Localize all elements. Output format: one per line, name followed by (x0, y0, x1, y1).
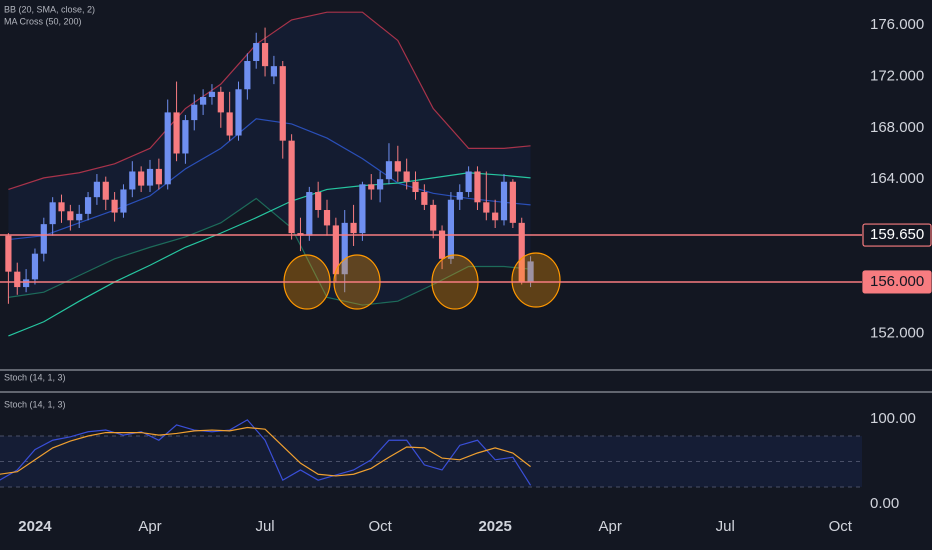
candle-body (191, 104, 198, 121)
candle-body (279, 66, 286, 141)
candle-body (394, 161, 401, 172)
candle-body (315, 192, 322, 211)
candle-body (438, 230, 446, 259)
stoch-band (0, 435, 862, 487)
candle-body (102, 181, 109, 200)
candle-body (111, 199, 118, 213)
candle-body (456, 192, 463, 200)
mark-layer (0, 27, 534, 486)
candle-body (182, 120, 189, 154)
candle-body (492, 212, 499, 221)
price-level-label: 159.650 (870, 226, 924, 243)
indicator-label: Stoch (14, 1, 3) (4, 372, 66, 382)
candle-body (306, 192, 313, 236)
candle-body (58, 202, 65, 212)
x-tick-label: 2024 (18, 518, 52, 535)
candle-body (49, 202, 56, 225)
price-level-tag (862, 223, 932, 247)
band-layer (0, 11, 862, 488)
candle-body (465, 171, 472, 193)
candle-body (527, 261, 534, 282)
candle-body (288, 140, 295, 234)
stoch-line (0, 419, 532, 486)
overlay-line (8, 11, 531, 191)
candle-body (430, 204, 437, 231)
candle-body (235, 89, 242, 136)
y-tick-label: 168.000 (870, 119, 924, 136)
stoch-line (0, 426, 531, 477)
candle-body (253, 43, 260, 62)
indicator-label: MA Cross (50, 200) (4, 16, 82, 26)
y-tick-label: 100.00 (870, 410, 916, 427)
candle-body (270, 66, 278, 77)
y-tick-label: 172.000 (870, 67, 924, 84)
y-tick-label: 176.000 (870, 16, 924, 33)
candle-body (93, 181, 101, 198)
indicator-label: BB (20, SMA, close, 2) (4, 4, 95, 14)
candle-body (261, 43, 269, 67)
candle-body (323, 210, 331, 226)
candle-body (120, 189, 127, 213)
candle-body (67, 211, 74, 221)
price-level-tag (862, 270, 932, 294)
candle-body (403, 171, 410, 182)
candle-body (146, 168, 154, 186)
candle-body (509, 181, 516, 223)
overlay-line (8, 197, 531, 306)
candle-body (217, 91, 224, 113)
candle-body (483, 202, 490, 213)
price-level-label: 156.000 (870, 273, 924, 290)
candle-body (5, 235, 12, 272)
candle-body (377, 179, 384, 190)
candle-body (84, 197, 92, 214)
candle-body (341, 222, 348, 275)
y-tick-label: 164.000 (870, 170, 924, 187)
candle-body (500, 181, 508, 221)
candle-body (200, 96, 207, 105)
candle-body (23, 279, 30, 288)
candle-body (138, 171, 145, 186)
candle-body (14, 271, 21, 288)
candle-body (40, 224, 47, 254)
x-tick-label: 2025 (478, 518, 511, 535)
x-tick-label: Jul (716, 518, 735, 535)
candle-body (76, 213, 83, 221)
band-fill (8, 12, 531, 306)
candle-body (350, 222, 357, 234)
x-tick-label: Oct (368, 518, 392, 535)
candle-body (244, 61, 251, 90)
candle-body (129, 171, 136, 190)
y-tick-label: 0.00 (870, 495, 899, 512)
candle-body (155, 168, 162, 185)
candle-body (368, 184, 375, 190)
candle-body (173, 112, 180, 154)
x-tick-label: Jul (255, 518, 274, 535)
highlight-circle (511, 252, 561, 308)
candle-body (208, 91, 216, 97)
candle-body (164, 112, 171, 185)
indicator-label: Stoch (14, 1, 3) (4, 399, 66, 409)
candle-body (226, 112, 233, 136)
candle-body (412, 181, 419, 193)
overlay-line (8, 172, 531, 337)
candle-body (332, 225, 339, 275)
candle-body (359, 184, 366, 234)
candle-body (518, 222, 525, 282)
candle-body (474, 171, 481, 203)
candle-body (421, 192, 428, 205)
x-tick-label: Apr (599, 518, 622, 535)
candle-body (31, 253, 39, 280)
candle-body (447, 199, 455, 259)
candle-body (385, 161, 393, 180)
y-tick-label: 152.000 (870, 324, 924, 341)
x-tick-label: Apr (138, 518, 161, 535)
front-layer: 152.000156.000160.000164.000168.000172.0… (0, 16, 932, 535)
x-tick-label: Oct (829, 518, 853, 535)
